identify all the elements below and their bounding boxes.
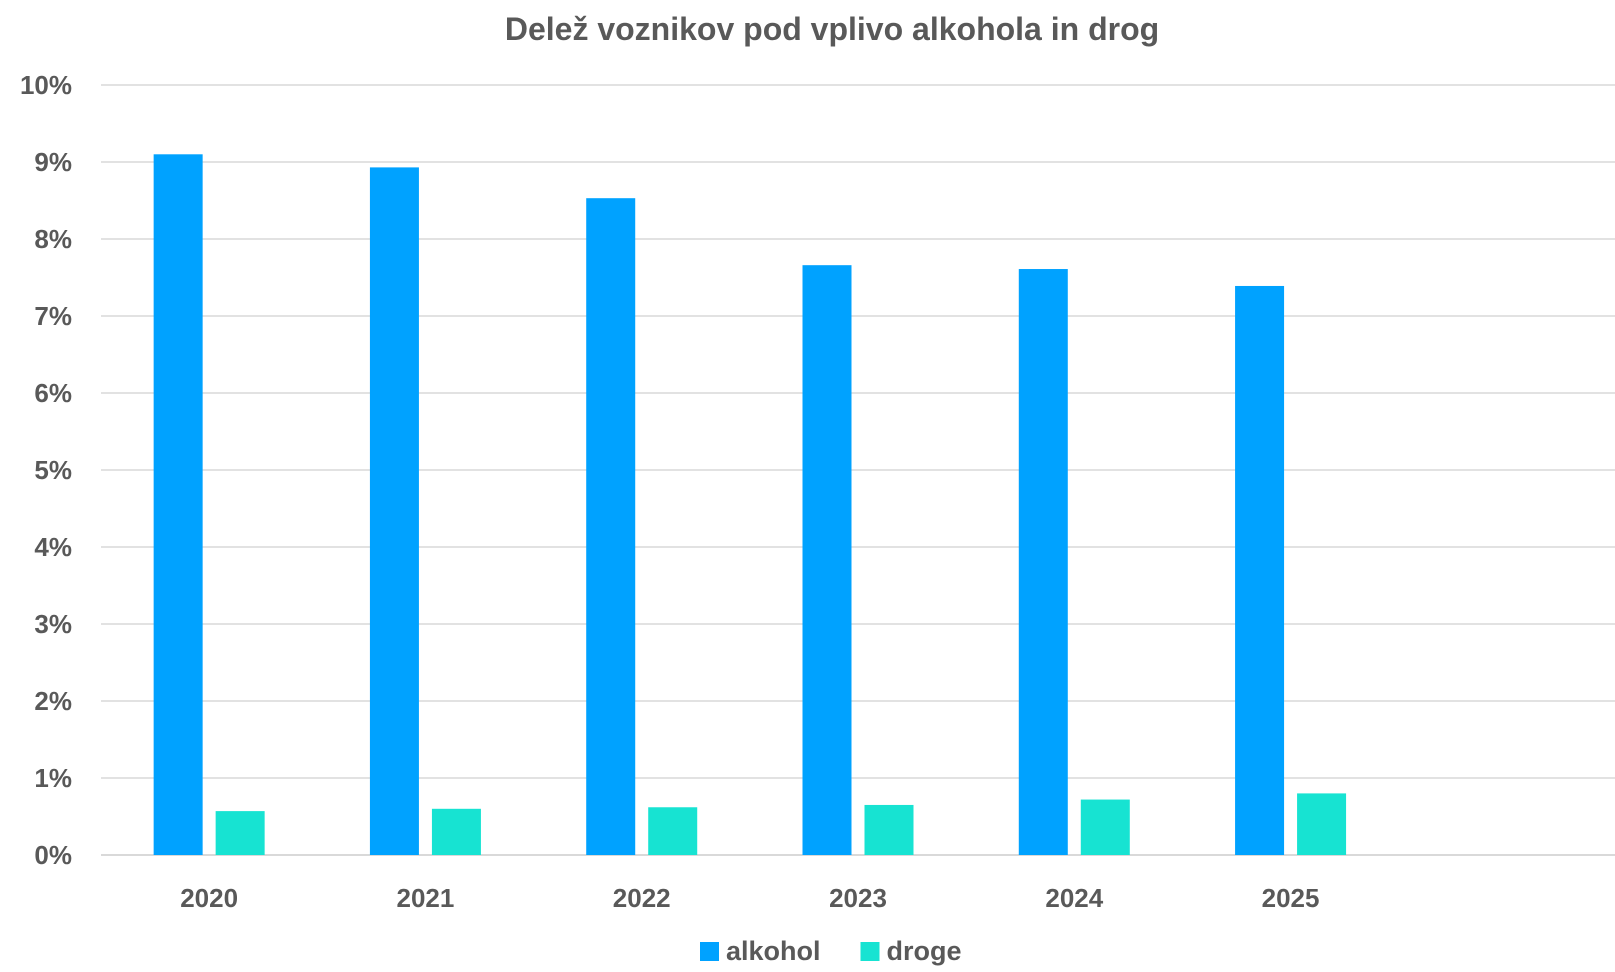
legend-label-alkohol: alkohol [726, 936, 821, 966]
x-axis-ticks: 2020 2021 2022 2023 2024 2025 [180, 883, 1319, 913]
gridlines [101, 84, 1615, 856]
x-tick-label: 2020 [180, 883, 238, 913]
bar-alkohol-2020 [153, 154, 203, 856]
y-tick-label: 7% [34, 301, 72, 331]
bar-droge-2025 [1297, 793, 1347, 855]
chart-title: Delež voznikov pod vplivo alkohola in dr… [505, 11, 1159, 47]
legend-swatch-alkohol [700, 942, 719, 961]
y-axis-ticks: 0% 1% 2% 3% 4% 5% 6% 7% 8% 9% 10% [20, 70, 72, 870]
x-tick-label: 2021 [397, 883, 455, 913]
bar-alkohol-2024 [1018, 269, 1068, 855]
bar-alkohol-2022 [586, 198, 636, 855]
y-tick-label: 9% [34, 147, 72, 177]
bar-droge-2021 [431, 808, 481, 855]
y-tick-label: 2% [34, 686, 72, 716]
y-tick-label: 6% [34, 378, 72, 408]
bar-droge-2022 [648, 807, 698, 855]
y-tick-label: 3% [34, 609, 72, 639]
bars [153, 154, 1347, 856]
y-tick-label: 8% [34, 224, 72, 254]
bar-alkohol-2021 [369, 167, 419, 855]
x-tick-label: 2022 [613, 883, 671, 913]
legend: alkohol droge [700, 936, 962, 966]
bar-droge-2020 [215, 811, 265, 855]
bar-alkohol-2023 [802, 265, 852, 855]
y-tick-label: 10% [20, 70, 72, 100]
x-tick-label: 2025 [1262, 883, 1320, 913]
bar-droge-2023 [864, 804, 914, 855]
bar-alkohol-2025 [1235, 285, 1285, 856]
bar-droge-2024 [1080, 799, 1130, 855]
y-tick-label: 0% [34, 840, 72, 870]
y-tick-label: 1% [34, 763, 72, 793]
legend-label-droge: droge [887, 936, 962, 966]
x-tick-label: 2024 [1045, 883, 1103, 913]
x-tick-label: 2023 [829, 883, 887, 913]
y-tick-label: 4% [34, 532, 72, 562]
y-tick-label: 5% [34, 455, 72, 485]
legend-swatch-droge [860, 942, 880, 961]
